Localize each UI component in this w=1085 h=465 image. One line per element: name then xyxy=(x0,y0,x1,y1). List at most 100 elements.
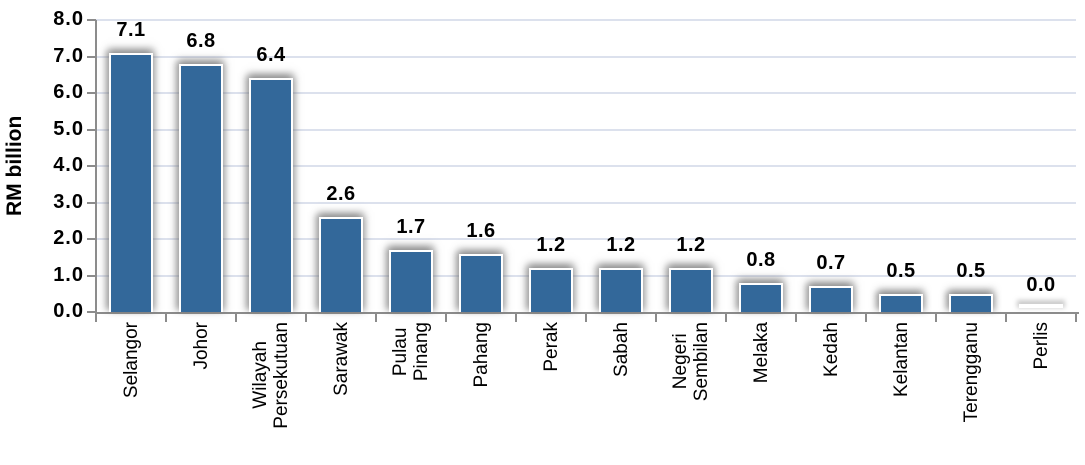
bar-value-label: 1.7 xyxy=(396,216,426,238)
gridline xyxy=(96,19,1076,21)
x-axis-label-cell: Wilayah Persekutuan xyxy=(236,322,306,464)
x-axis-label-cell: Perak xyxy=(516,322,586,464)
x-axis-tick xyxy=(445,314,447,322)
x-axis-tick xyxy=(515,314,517,322)
x-axis-label: Pahang xyxy=(470,322,492,388)
bar xyxy=(879,294,923,312)
x-axis-tick xyxy=(375,314,377,322)
y-axis-tick xyxy=(87,19,96,21)
y-axis-tick xyxy=(87,201,96,204)
bar xyxy=(529,268,573,312)
bar xyxy=(179,64,223,312)
x-axis-tick xyxy=(935,314,937,322)
x-axis-label: Sarawak xyxy=(330,322,352,396)
x-axis-label-cell: Kedah xyxy=(796,322,866,464)
x-axis-label-cell: Kelantan xyxy=(866,322,936,464)
x-axis-label-cell: Selangor xyxy=(96,322,166,464)
bar xyxy=(319,217,363,312)
x-axis-tick xyxy=(95,314,97,322)
bar xyxy=(109,53,153,312)
y-axis-tick-label: 2.0 xyxy=(53,227,84,249)
x-axis-tick xyxy=(795,314,797,322)
bar xyxy=(249,78,293,312)
y-axis-tick-label: 4.0 xyxy=(53,154,84,176)
y-axis-tick xyxy=(87,311,96,313)
x-axis-label-cell: Sabah xyxy=(586,322,656,464)
x-axis-line xyxy=(95,312,1079,314)
x-axis-label-cell: Pulau Pinang xyxy=(376,322,446,464)
y-axis-tick-label: 3.0 xyxy=(53,190,84,213)
x-axis-label: Sabah xyxy=(610,322,632,377)
x-axis-tick xyxy=(725,314,727,322)
y-axis-tick-label: 8.0 xyxy=(53,8,84,30)
x-axis-label: Melaka xyxy=(750,322,772,384)
x-axis-label: Perak xyxy=(540,322,562,372)
bar xyxy=(669,268,713,312)
bar xyxy=(739,283,783,312)
bar xyxy=(1019,304,1063,308)
x-axis-label-cell: Pahang xyxy=(446,322,516,464)
gridline xyxy=(96,55,1076,58)
x-axis-label-cell: Negeri Sembilan xyxy=(656,322,726,464)
bar-value-label: 1.2 xyxy=(606,234,636,256)
gridline xyxy=(96,92,1076,94)
x-axis-tick xyxy=(235,314,237,322)
bar xyxy=(949,294,993,312)
x-axis-label: Wilayah Persekutuan xyxy=(250,322,292,429)
bar-value-label: 0.7 xyxy=(816,252,846,274)
x-axis-tick xyxy=(165,314,167,322)
gridline xyxy=(96,128,1076,131)
y-axis-tick xyxy=(87,238,96,240)
x-axis-tick xyxy=(1005,314,1007,322)
gridline xyxy=(96,201,1076,204)
x-axis-tick xyxy=(305,314,307,322)
bar-value-label: 0.5 xyxy=(886,260,916,282)
y-axis-tick xyxy=(87,55,96,58)
x-axis-label-cell: Johor xyxy=(166,322,236,464)
x-axis-label: Selangor xyxy=(120,322,142,399)
x-axis-label: Kedah xyxy=(820,322,842,377)
x-axis-tick xyxy=(1075,314,1077,322)
bar-value-label: 1.6 xyxy=(466,220,496,242)
y-axis-tick-label: 6.0 xyxy=(53,81,84,103)
y-axis-tick xyxy=(87,128,96,131)
x-axis-label-cell: Sarawak xyxy=(306,322,376,464)
x-axis-label: Johor xyxy=(190,322,212,370)
x-axis-label: Negeri Sembilan xyxy=(670,322,712,402)
y-axis-tick xyxy=(87,274,96,277)
x-axis-label: Kelantan xyxy=(890,322,912,398)
y-axis-tick-label: 7.0 xyxy=(53,44,84,67)
x-axis-label: Terengganu xyxy=(960,322,982,423)
y-axis-line xyxy=(95,20,97,314)
y-axis-tick xyxy=(87,165,96,167)
y-axis-tick-label: 1.0 xyxy=(53,263,84,286)
y-axis-tick xyxy=(87,92,96,94)
bar-value-label: 0.8 xyxy=(746,249,776,271)
x-axis-tick xyxy=(585,314,587,322)
x-axis-label: Pulau Pinang xyxy=(390,322,432,382)
bar-value-label: 6.4 xyxy=(256,44,286,66)
bar-value-label: 0.0 xyxy=(1026,274,1056,296)
bar-value-label: 7.1 xyxy=(116,19,146,41)
bar xyxy=(389,250,433,312)
gridline xyxy=(96,238,1076,240)
bar xyxy=(459,254,503,312)
y-axis-tick-label: 5.0 xyxy=(53,117,84,140)
x-axis-label-cell: Melaka xyxy=(726,322,796,464)
bar-value-label: 1.2 xyxy=(536,234,566,256)
x-axis-label: Perlis xyxy=(1030,322,1052,370)
bar xyxy=(599,268,643,312)
bar-value-label: 2.6 xyxy=(326,183,356,205)
gridline xyxy=(96,165,1076,167)
x-axis-label-cell: Terengganu xyxy=(936,322,1006,464)
x-axis-label-cell: Perlis xyxy=(1006,322,1076,464)
y-axis-tick-label: 0.0 xyxy=(53,300,84,322)
bar-value-label: 6.8 xyxy=(186,30,216,52)
bar xyxy=(809,286,853,312)
bar-value-label: 0.5 xyxy=(956,260,986,282)
gridline xyxy=(96,274,1076,277)
x-axis-tick xyxy=(655,314,657,322)
bar-value-label: 1.2 xyxy=(676,234,706,256)
x-axis-tick xyxy=(865,314,867,322)
